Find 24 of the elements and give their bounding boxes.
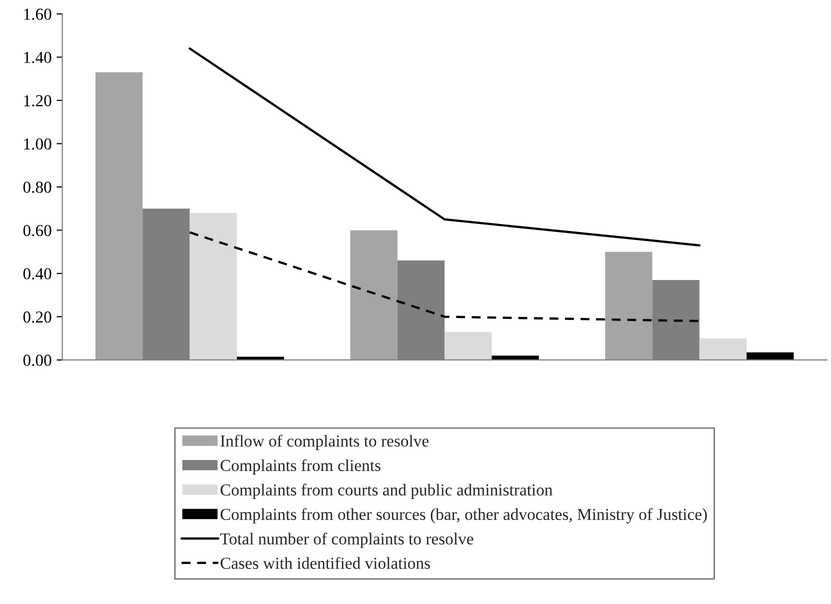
y-tick-label: 0.60 — [23, 224, 52, 236]
bar — [190, 212, 237, 360]
legend-label: Cases with identified violations — [220, 557, 430, 569]
y-tick-label: 0.00 — [23, 354, 52, 366]
bar — [746, 352, 794, 360]
y-tick-label: 0.20 — [23, 311, 52, 323]
bar — [95, 72, 143, 360]
legend-label: Complaints from other sources (bar, other advocates, Ministry of Justice) — [220, 508, 707, 524]
bar — [699, 338, 747, 360]
y-tick-label: 1.20 — [24, 95, 52, 106]
legend-label: Total number of complaints to resolve — [220, 532, 474, 548]
y-tick-label: 0.80 — [23, 182, 52, 193]
legend-label: Inflow of complaints to resolve — [220, 434, 429, 450]
y-tick-label: 0.40 — [23, 268, 52, 280]
y-tick-label: 1.40 — [24, 52, 52, 64]
bar — [444, 332, 492, 360]
bar — [350, 230, 398, 360]
bar — [605, 252, 652, 360]
bar — [236, 356, 284, 360]
y-tick-label: 1.60 — [24, 8, 52, 20]
legend-label: Complaints from clients — [220, 459, 380, 475]
bar — [492, 356, 539, 360]
y-tick-label: 1.00 — [24, 138, 52, 150]
legend-label: Complaints from courts and public administration — [220, 484, 552, 499]
